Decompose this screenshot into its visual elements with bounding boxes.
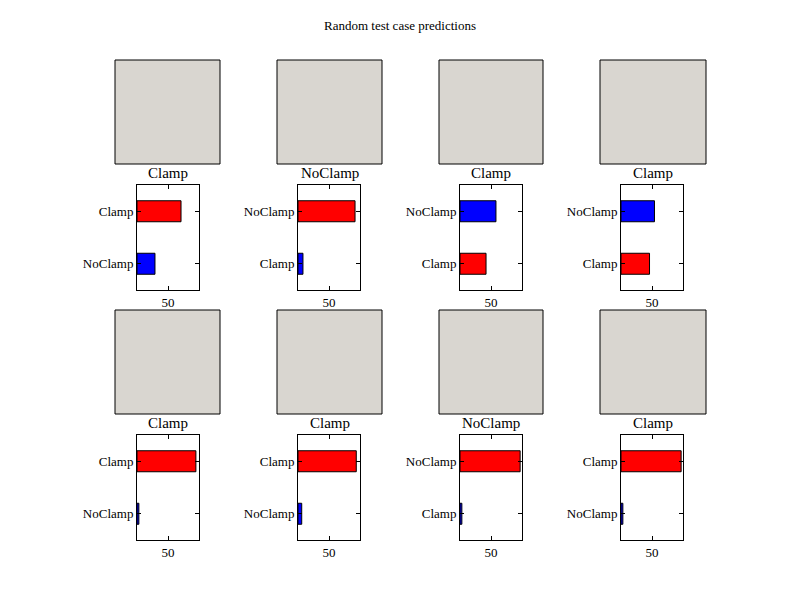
svg-text:Clamp: Clamp xyxy=(310,415,350,431)
svg-text:Clamp: Clamp xyxy=(583,454,618,469)
svg-text:Clamp: Clamp xyxy=(148,165,188,181)
svg-text:NoClamp: NoClamp xyxy=(301,165,359,181)
svg-text:Clamp: Clamp xyxy=(471,165,511,181)
svg-text:NoClamp: NoClamp xyxy=(406,454,457,469)
svg-text:50: 50 xyxy=(162,295,175,310)
svg-text:NoClamp: NoClamp xyxy=(244,204,295,219)
svg-text:NoClamp: NoClamp xyxy=(244,506,295,521)
svg-text:Clamp: Clamp xyxy=(633,165,673,181)
svg-text:50: 50 xyxy=(646,545,659,560)
svg-text:Clamp: Clamp xyxy=(99,204,134,219)
svg-text:Clamp: Clamp xyxy=(99,454,134,469)
svg-text:Clamp: Clamp xyxy=(633,415,673,431)
svg-text:Random test case predictions: Random test case predictions xyxy=(324,18,476,33)
svg-text:Clamp: Clamp xyxy=(260,454,295,469)
svg-text:NoClamp: NoClamp xyxy=(83,256,134,271)
svg-text:NoClamp: NoClamp xyxy=(567,506,618,521)
svg-text:NoClamp: NoClamp xyxy=(567,204,618,219)
svg-text:Clamp: Clamp xyxy=(260,256,295,271)
svg-text:50: 50 xyxy=(485,545,498,560)
svg-text:NoClamp: NoClamp xyxy=(406,204,457,219)
svg-text:NoClamp: NoClamp xyxy=(462,415,520,431)
svg-text:NoClamp: NoClamp xyxy=(83,506,134,521)
svg-text:Clamp: Clamp xyxy=(422,506,457,521)
svg-text:Clamp: Clamp xyxy=(583,256,618,271)
svg-text:Clamp: Clamp xyxy=(422,256,457,271)
svg-text:50: 50 xyxy=(162,545,175,560)
svg-text:Clamp: Clamp xyxy=(148,415,188,431)
svg-text:50: 50 xyxy=(646,295,659,310)
svg-text:50: 50 xyxy=(485,295,498,310)
svg-text:50: 50 xyxy=(323,295,336,310)
svg-text:50: 50 xyxy=(323,545,336,560)
